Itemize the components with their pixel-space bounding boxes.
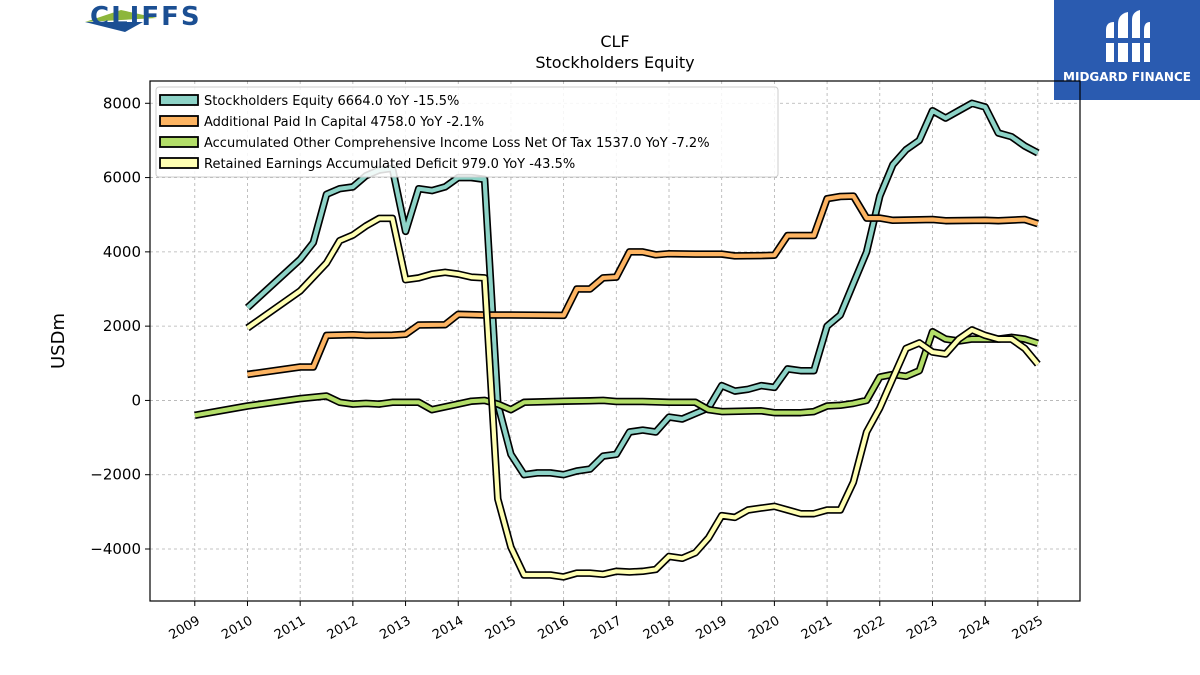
legend-swatch: [159, 157, 199, 169]
x-tick-label: 2025: [1010, 613, 1046, 643]
series-2: [246, 192, 1039, 379]
x-tick-label: 2015: [483, 613, 519, 643]
legend-item: Additional Paid In Capital 4758.0 YoY -2…: [159, 115, 484, 130]
cliffs-logo-green-shape: [85, 10, 157, 22]
series-4: [245, 214, 1041, 581]
y-tick-label: 8000: [103, 94, 141, 112]
y-tick-label: 0: [131, 391, 141, 409]
series-line: [194, 329, 1039, 418]
legend-label: Accumulated Other Comprehensive Income L…: [204, 136, 710, 151]
chart-subtitle: Stockholders Equity: [535, 53, 694, 72]
y-axis: −4000 −2000 0 2000 4000 6000 8000: [90, 94, 150, 558]
x-tick-label: 2017: [588, 613, 624, 643]
y-tick-label: −4000: [90, 540, 141, 558]
x-tick-label: 2024: [957, 613, 993, 643]
series-line: [246, 216, 1040, 580]
x-tick-label: 2010: [219, 613, 255, 643]
legend-swatch: [159, 94, 199, 106]
x-tick-label: 2019: [694, 613, 730, 643]
y-axis-label: USDm: [48, 313, 69, 369]
midgard-finance-text: MIDGARD FINANCE: [1063, 70, 1191, 84]
x-tick-label: 2020: [746, 613, 782, 643]
x-axis: 2009 2010 2011 2012 2013 2014 2015 2016 2017 2018…: [167, 601, 1046, 643]
x-tick-label: 2013: [377, 613, 413, 643]
y-tick-label: 2000: [103, 317, 141, 335]
series-1: [244, 99, 1040, 479]
series-lines: [194, 99, 1041, 581]
x-tick-label: 2016: [535, 613, 571, 643]
x-tick-label: 2022: [852, 613, 888, 643]
series-3: [194, 327, 1039, 419]
legend-item: Stockholders Equity 6664.0 YoY -15.5%: [159, 94, 459, 109]
midgard-finance-logo: MIDGARD FINANCE: [1054, 0, 1200, 100]
series-line: [247, 194, 1039, 377]
x-tick-label: 2018: [641, 613, 677, 643]
x-tick-label: 2011: [272, 613, 308, 643]
midgard-emblem-icon: [1106, 10, 1150, 62]
series-line-outline: [245, 214, 1041, 581]
legend-swatch: [159, 136, 199, 148]
series-line: [246, 101, 1039, 477]
legend-label: Retained Earnings Accumulated Deficit 97…: [204, 157, 575, 172]
legend-box: [155, 86, 779, 178]
legend-label: Additional Paid In Capital 4758.0 YoY -2…: [204, 115, 484, 130]
legend-item: Accumulated Other Comprehensive Income L…: [159, 136, 710, 151]
legend-swatch: [159, 115, 199, 127]
y-tick-label: 4000: [103, 243, 141, 261]
y-tick-label: 6000: [103, 169, 141, 187]
x-tick-label: 2014: [430, 613, 466, 643]
y-tick-label: −2000: [90, 466, 141, 484]
x-tick-label: 2009: [167, 613, 203, 643]
x-tick-label: 2021: [799, 613, 835, 643]
legend-item: Retained Earnings Accumulated Deficit 97…: [159, 157, 575, 172]
chart-title: CLF: [600, 32, 629, 51]
cliffs-logo-text: CLIFFS: [90, 2, 202, 32]
x-tick-label: 2023: [904, 613, 940, 643]
legend-label: Stockholders Equity 6664.0 YoY -15.5%: [204, 94, 459, 109]
x-tick-label: 2012: [325, 613, 361, 643]
legend: Stockholders Equity 6664.0 YoY -15.5% Add…: [155, 86, 779, 178]
cliffs-logo: [85, 10, 157, 32]
plot-frame: [149, 80, 1081, 602]
cliffs-logo-blue-shape: [85, 22, 143, 32]
